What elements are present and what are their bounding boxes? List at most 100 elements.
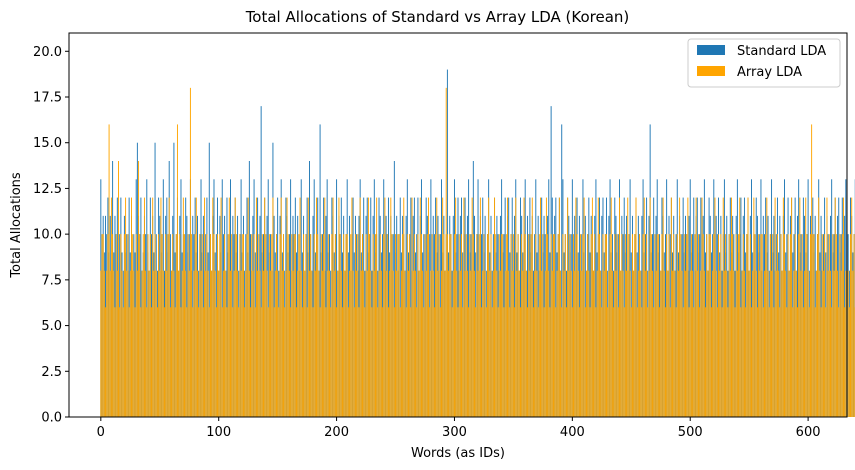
array-lda-bar [563, 270, 565, 417]
array-lda-bar [814, 307, 816, 417]
array-lda-bar [643, 197, 645, 417]
array-lda-bar [734, 307, 736, 417]
array-lda-bar [801, 234, 803, 417]
array-lda-bar [672, 270, 674, 417]
array-lda-bar [168, 197, 170, 417]
standard-lda-bar [561, 124, 563, 418]
x-axis-ticks: 0 100 200 300 400 500 600 [97, 417, 821, 440]
standard-lda-bar [260, 106, 262, 417]
array-lda-bar [363, 270, 365, 417]
array-lda-bar [102, 234, 104, 417]
array-lda-bar [332, 197, 334, 417]
array-lda-bar [392, 270, 394, 417]
array-lda-bar [594, 234, 596, 417]
array-lda-bar [696, 270, 698, 417]
array-lda-bar [742, 234, 744, 417]
array-lda-bar [135, 234, 137, 417]
standard-lda-bar [595, 179, 597, 417]
array-lda-bar [835, 234, 837, 417]
array-lda-bar [242, 234, 244, 417]
array-lda-bar [121, 270, 123, 417]
array-lda-bar [155, 270, 157, 417]
array-lda-bar [446, 234, 448, 417]
array-lda-bar [462, 307, 464, 417]
array-lda-bar [353, 307, 355, 417]
standard-lda-bar [319, 124, 321, 418]
array-lda-bar [601, 307, 603, 417]
array-lda-bar [143, 197, 145, 417]
array-lda-bar [845, 270, 847, 417]
array-lda-bar [268, 234, 270, 417]
array-lda-bar [512, 234, 514, 417]
array-lda-bar [561, 307, 563, 417]
array-lda-bar [571, 307, 573, 417]
array-lda-bar [208, 307, 210, 417]
array-lda-bar [375, 234, 376, 417]
array-lda-bar [568, 270, 570, 417]
array-lda-bar [225, 270, 227, 417]
array-lda-bar [391, 234, 393, 417]
array-lda-bar [749, 234, 751, 417]
array-lda-bar [474, 270, 475, 417]
array-lda-bar [194, 234, 196, 417]
array-lda-bar [358, 307, 360, 417]
array-lda-bar [653, 307, 655, 417]
array-lda-bar [206, 234, 208, 417]
array-lda-bar [641, 307, 643, 417]
array-lda-bar [217, 234, 218, 417]
array-lda-bar [211, 270, 213, 417]
array-lda-bar [787, 234, 789, 417]
array-lda-bar [406, 234, 408, 417]
array-lda-bar [499, 270, 501, 417]
array-lda-bar [456, 270, 458, 417]
array-lda-bar [244, 307, 246, 417]
y-axis-ticks: 0.0 2.5 5.0 7.5 10.0 12.5 15.0 17.5 20.0 [33, 45, 69, 426]
array-lda-bar [133, 270, 135, 417]
array-lda-bar [705, 307, 707, 417]
array-lda-bar [320, 234, 322, 417]
legend-label-array-lda: Array LDA [737, 65, 802, 80]
array-lda-bar [485, 307, 487, 417]
array-lda-bar [558, 197, 560, 417]
array-lda-bar [833, 270, 835, 417]
array-lda-bar [119, 307, 121, 417]
array-lda-bar [195, 197, 197, 417]
array-lda-bar [445, 87, 447, 418]
array-lda-bar [608, 270, 610, 417]
array-lda-bar [537, 307, 539, 417]
array-lda-bar [807, 270, 809, 417]
array-lda-bar [110, 197, 112, 417]
array-lda-bar [387, 307, 389, 417]
array-lda-bar [667, 270, 669, 417]
array-lda-bar [274, 270, 276, 417]
legend-swatch-array-lda [697, 66, 725, 76]
array-lda-bar [707, 270, 709, 417]
array-lda-bar [799, 197, 801, 417]
array-lda-bar [839, 234, 841, 417]
standard-lda-bar [751, 179, 752, 417]
array-lda-bar [593, 270, 595, 417]
array-lda-bar [425, 270, 427, 417]
array-lda-bar [475, 307, 477, 417]
plot-frame [68, 32, 848, 418]
y-tick-label: 17.5 [33, 91, 62, 106]
array-lda-bar [115, 234, 117, 417]
array-lda-bar [609, 234, 611, 417]
array-lda-bar [416, 307, 418, 417]
array-lda-bar [805, 197, 807, 417]
array-lda-bar [235, 234, 237, 417]
array-lda-bar [501, 234, 503, 417]
array-lda-bar [277, 270, 279, 417]
array-lda-bar [821, 234, 823, 417]
array-lda-bar [408, 270, 409, 417]
array-lda-bar [660, 270, 662, 417]
array-lda-bar [213, 234, 215, 417]
array-lda-bar [376, 197, 378, 417]
array-lda-bar [169, 307, 171, 417]
array-lda-bar [319, 307, 321, 417]
array-lda-bar [222, 270, 224, 417]
array-lda-bar [648, 270, 650, 417]
array-lda-bar [329, 270, 330, 417]
array-lda-bar [602, 234, 604, 417]
array-lda-bar [772, 234, 774, 417]
